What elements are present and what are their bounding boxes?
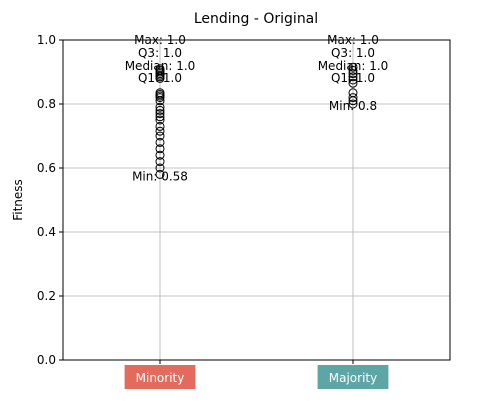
outlier-point [348,96,358,106]
outlier-point [155,112,165,122]
outlier-point [155,109,165,119]
min-label: Min: 0.58 [132,169,188,183]
outlier-point [155,144,165,154]
outlier-point [155,169,165,179]
outlier-point [155,115,165,125]
outlier-point [155,73,165,83]
outlier-point [155,96,165,106]
outlier-point [348,99,358,109]
category-label-bg [124,365,196,389]
outlier-point [348,78,358,88]
category-label: Minority [136,371,185,385]
outlier-point [155,121,165,131]
outlier-point [155,137,165,147]
outlier-point [155,105,165,115]
y-tick-label: 0.6 [37,161,56,175]
axis-layer: 0.0 0.2 0.4 0.6 0.8 1.0 Minority Majority [37,33,389,389]
outlier-point [348,65,358,75]
median-label: Median: 1.0 [318,59,389,73]
q3-label: Q3: 1.0 [138,46,182,60]
plot-frame [62,39,451,361]
outlier-point [348,93,358,103]
outlier-point [155,163,165,173]
max-label: Max: 1.0 [134,33,186,47]
outlier-point [348,69,358,79]
y-tick-label: 0.0 [37,353,56,367]
outlier-point [155,102,165,112]
y-tick-label: 0.4 [37,225,56,239]
chart-title: Lending - Original [194,11,318,27]
outlier-point [155,157,165,167]
median-label: Median: 1.0 [125,59,196,73]
y-axis-label: Fitness [11,179,25,221]
outlier-point [155,126,165,136]
y-tick-label: 0.2 [37,289,56,303]
max-label: Max: 1.0 [327,33,379,47]
category-label-bg [317,365,389,389]
outlier-point [348,72,358,82]
q1-label: Q1: 1.0 [138,71,182,85]
category-label: Majority [329,371,377,385]
y-tick-label: 1.0 [37,33,56,47]
outlier-point [155,93,165,103]
outlier-point [155,131,165,141]
grid-layer [63,39,450,361]
q3-label: Q3: 1.0 [331,46,375,60]
plot-layer [150,39,363,179]
y-tick-label: 0.8 [37,97,56,111]
outlier-point [155,150,165,160]
min-label: Min: 0.8 [329,99,377,113]
outlier-point [348,62,358,72]
q1-label: Q1: 1.0 [331,71,375,85]
outlier-point [348,75,358,85]
